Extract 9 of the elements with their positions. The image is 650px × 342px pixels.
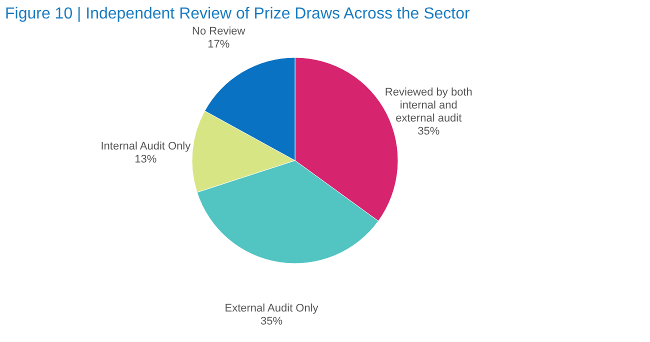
data-label: 35%: [418, 125, 440, 138]
data-label: 35%: [260, 316, 283, 328]
slice-label: Reviewed by both internal and external audit: [384, 86, 472, 124]
data-label: 13%: [134, 153, 157, 166]
chart-title: Figure 10 | Independent Review of Prize Draws Across the Sector: [5, 5, 470, 22]
slice-label: Internal Audit Only: [100, 140, 192, 152]
slice-label: External Audit Only: [224, 302, 319, 315]
data-label: 17%: [208, 38, 230, 50]
slice-label: No Review: [192, 25, 246, 38]
